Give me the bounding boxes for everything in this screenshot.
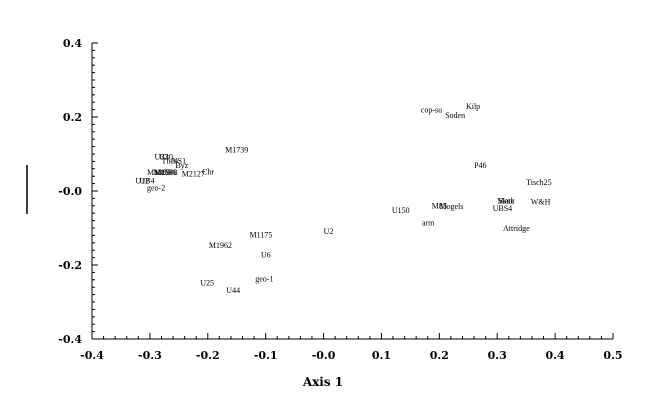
point-label: M1962 — [209, 241, 232, 250]
y-tick-label: 0.2 — [63, 111, 82, 124]
point-label: arm — [422, 218, 435, 227]
point-label: Attridge — [503, 224, 530, 233]
x-tick-label: -0.0 — [312, 349, 336, 362]
ticks: -0.4 -0.3 -0.2 -0.1 -0.0 0.1 0.2 0.3 0.4 0.5 0.4 0.… — [58, 37, 622, 362]
y-tick-label: -0.0 — [58, 185, 82, 198]
x-axis-title: Axis 1 — [302, 375, 343, 389]
point-label: W&H — [531, 197, 551, 206]
point-label: U25 — [200, 278, 214, 287]
x-tick-label: -0.1 — [254, 349, 278, 362]
point-label: Tisch25 — [526, 178, 552, 187]
point-label: Chr — [202, 167, 214, 176]
point-label: geo-2 — [147, 184, 165, 193]
y-tick-label: -0.4 — [58, 333, 82, 346]
point-label: cop-su — [421, 106, 442, 115]
point-label: M1908 — [155, 168, 178, 177]
x-tick-label: 0.4 — [546, 349, 565, 362]
point-label: P46 — [474, 161, 486, 170]
point-label: Kilp — [466, 102, 480, 111]
point-label: U44 — [226, 286, 240, 295]
point-label: M2127 — [182, 170, 205, 179]
x-tick-label: 0.2 — [430, 349, 449, 362]
point-label: U32 — [155, 153, 169, 162]
point-label: UB4 — [139, 177, 154, 186]
point-label: Byz — [175, 161, 188, 170]
x-tick-label: -0.2 — [196, 349, 220, 362]
axes — [91, 43, 613, 340]
point-label: Siate — [498, 197, 514, 206]
x-tick-label: 0.5 — [603, 349, 622, 362]
y-tick-label: 0.4 — [63, 37, 82, 50]
point-label: UBS4 — [493, 204, 513, 213]
point-label: Soden — [445, 111, 465, 120]
point-label: U2 — [324, 227, 334, 236]
point-label: U150 — [392, 206, 410, 215]
point-label: M1739 — [225, 146, 248, 155]
point-label: M1885 — [147, 168, 170, 177]
point-label: U12 — [135, 177, 149, 186]
point-label: Merk — [497, 196, 514, 205]
x-tick-label: -0.4 — [80, 349, 104, 362]
point-label: Mogels — [439, 202, 463, 211]
y-tick-label: -0.2 — [58, 259, 82, 272]
point-label: U30 — [159, 153, 173, 162]
point-label: NS1 — [172, 157, 186, 166]
point-label: U6 — [261, 251, 271, 260]
point-label: geo-1 — [255, 275, 273, 284]
x-tick-label: -0.3 — [138, 349, 162, 362]
point-label: M1596 — [153, 168, 176, 177]
x-tick-label: 0.3 — [488, 349, 507, 362]
x-tick-label: 0.1 — [372, 349, 391, 362]
point-label: Theo — [161, 157, 177, 166]
point-label: M1175 — [249, 231, 272, 240]
point-label: M85 — [432, 201, 447, 210]
